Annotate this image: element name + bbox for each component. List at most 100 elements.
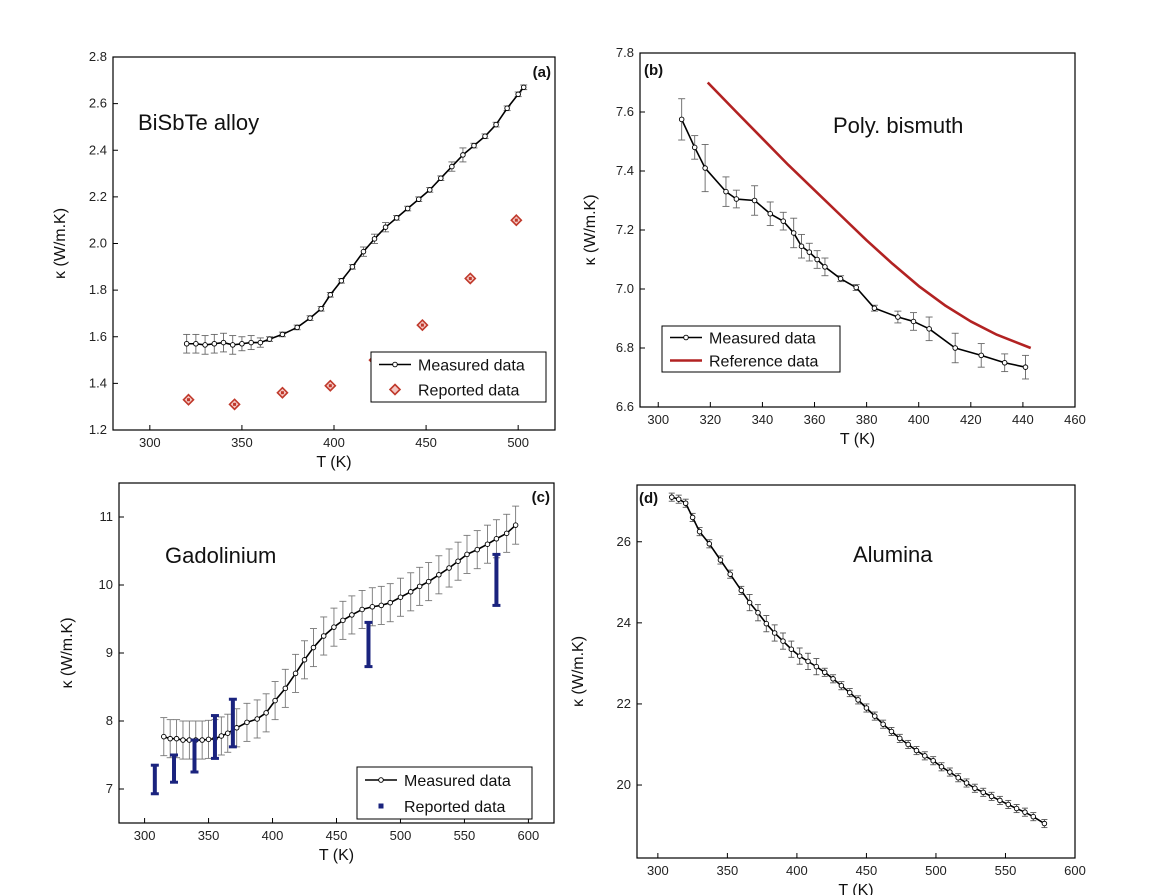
legend-swatch-marker [388, 383, 402, 396]
data-point-core [420, 323, 424, 327]
data-point [978, 352, 984, 359]
data-point [416, 583, 423, 590]
legend-swatch-marker [683, 334, 689, 341]
y-tick-label: 7 [106, 781, 113, 796]
x-tick-label: 600 [518, 828, 540, 843]
data-point [310, 644, 317, 651]
series-measured-data [183, 84, 528, 355]
data-point [327, 292, 334, 298]
x-tick-label: 450 [326, 828, 348, 843]
material-annotation: Gadolinium [165, 543, 276, 568]
data-point [503, 530, 510, 537]
data-point [751, 197, 758, 204]
chart-panel-2: 300 350 400 450 500 550 600 7 8 9 10 11 T (K) κ (W/m.… [59, 482, 555, 864]
x-tick-label: 380 [856, 412, 878, 427]
x-tick-label: 600 [1064, 863, 1086, 878]
data-point [872, 713, 878, 719]
data-point [1030, 813, 1037, 820]
data-point [1013, 805, 1020, 812]
data-point [378, 602, 385, 609]
x-tick-label: 460 [1064, 412, 1086, 427]
x-tick-label: 300 [134, 828, 156, 843]
data-point [205, 736, 212, 743]
data-point [980, 789, 986, 796]
y-tick-label: 7.6 [616, 104, 634, 119]
panel-label: (d) [639, 490, 658, 507]
x-tick-label: 420 [960, 412, 982, 427]
data-point [233, 725, 240, 731]
data-point [520, 84, 527, 91]
data-point [814, 256, 820, 263]
y-tick-label: 11 [100, 509, 114, 524]
legend-entry-label: Reported data [404, 799, 506, 816]
data-point [682, 500, 689, 506]
data-point [460, 152, 466, 158]
panel-label: (c) [532, 489, 550, 506]
x-tick-label: 350 [717, 863, 739, 878]
data-point [244, 719, 250, 726]
x-tick-label: 550 [995, 863, 1017, 878]
x-axis-label: T (K) [319, 847, 354, 864]
x-tick-label: 300 [139, 435, 161, 450]
data-point [224, 730, 231, 736]
data-point [248, 339, 254, 346]
data-point [922, 753, 928, 759]
data-point [167, 735, 173, 742]
data-point [938, 764, 945, 770]
x-tick-label: 400 [786, 863, 808, 878]
data-point [349, 264, 356, 270]
data-point [493, 536, 500, 542]
data-point [806, 249, 813, 255]
x-tick-label: 550 [454, 828, 476, 843]
data-point [947, 769, 953, 775]
legend-entry-label: Measured data [418, 358, 525, 375]
y-tick-label: 1.4 [89, 375, 107, 390]
data-point [1001, 360, 1008, 366]
data-point [972, 785, 978, 792]
data-point [830, 676, 836, 682]
x-axis-label: T (K) [838, 882, 873, 895]
series-reported-data [150, 552, 501, 796]
data-point [717, 557, 724, 563]
legend-box [370, 351, 547, 403]
chart-panel-0: 300 350 400 450 500 1.2 1.4 1.6 1.8 2.0 2.2 2.4 2.6 2… [52, 49, 556, 471]
y-tick-label: 7.2 [616, 222, 634, 237]
data-point [220, 339, 227, 346]
y-tick-label: 1.6 [89, 329, 107, 344]
data-point [822, 264, 828, 270]
x-axis-label: T (K) [840, 431, 875, 448]
y-tick-label: 2.6 [89, 96, 107, 111]
data-point [482, 133, 488, 140]
data-point [853, 284, 859, 291]
data-point [436, 572, 442, 578]
panel-label: (b) [644, 62, 663, 79]
data-point [871, 305, 878, 311]
data-point [193, 340, 199, 347]
data-point [331, 624, 337, 630]
chart-panel-1: 300 320 340 360 380 400 420 440 460 6.6 6.8 7.0 7.2 7… [582, 45, 1086, 448]
data-point [229, 342, 236, 348]
data-point [161, 733, 167, 740]
y-tick-label: 10 [99, 577, 113, 592]
y-tick-label: 9 [106, 645, 113, 660]
y-tick-label: 22 [617, 696, 631, 711]
data-point [254, 716, 260, 722]
data-point-core [514, 218, 518, 222]
panel-label: (a) [533, 64, 551, 81]
data-point [515, 91, 521, 98]
data-point [888, 728, 895, 735]
data-point [455, 558, 461, 564]
data-point [706, 541, 713, 547]
data-point [282, 685, 289, 692]
data-point [678, 116, 685, 123]
data-point [449, 163, 455, 170]
data-point [471, 142, 477, 149]
y-tick-label: 20 [617, 777, 631, 792]
legend-entry-label: Reference data [709, 354, 819, 371]
data-point [446, 565, 452, 571]
data-point [733, 196, 740, 202]
data-point [349, 612, 355, 618]
legend-box [356, 766, 533, 820]
data-point [897, 735, 903, 742]
y-tick-label: 2.0 [89, 236, 107, 251]
